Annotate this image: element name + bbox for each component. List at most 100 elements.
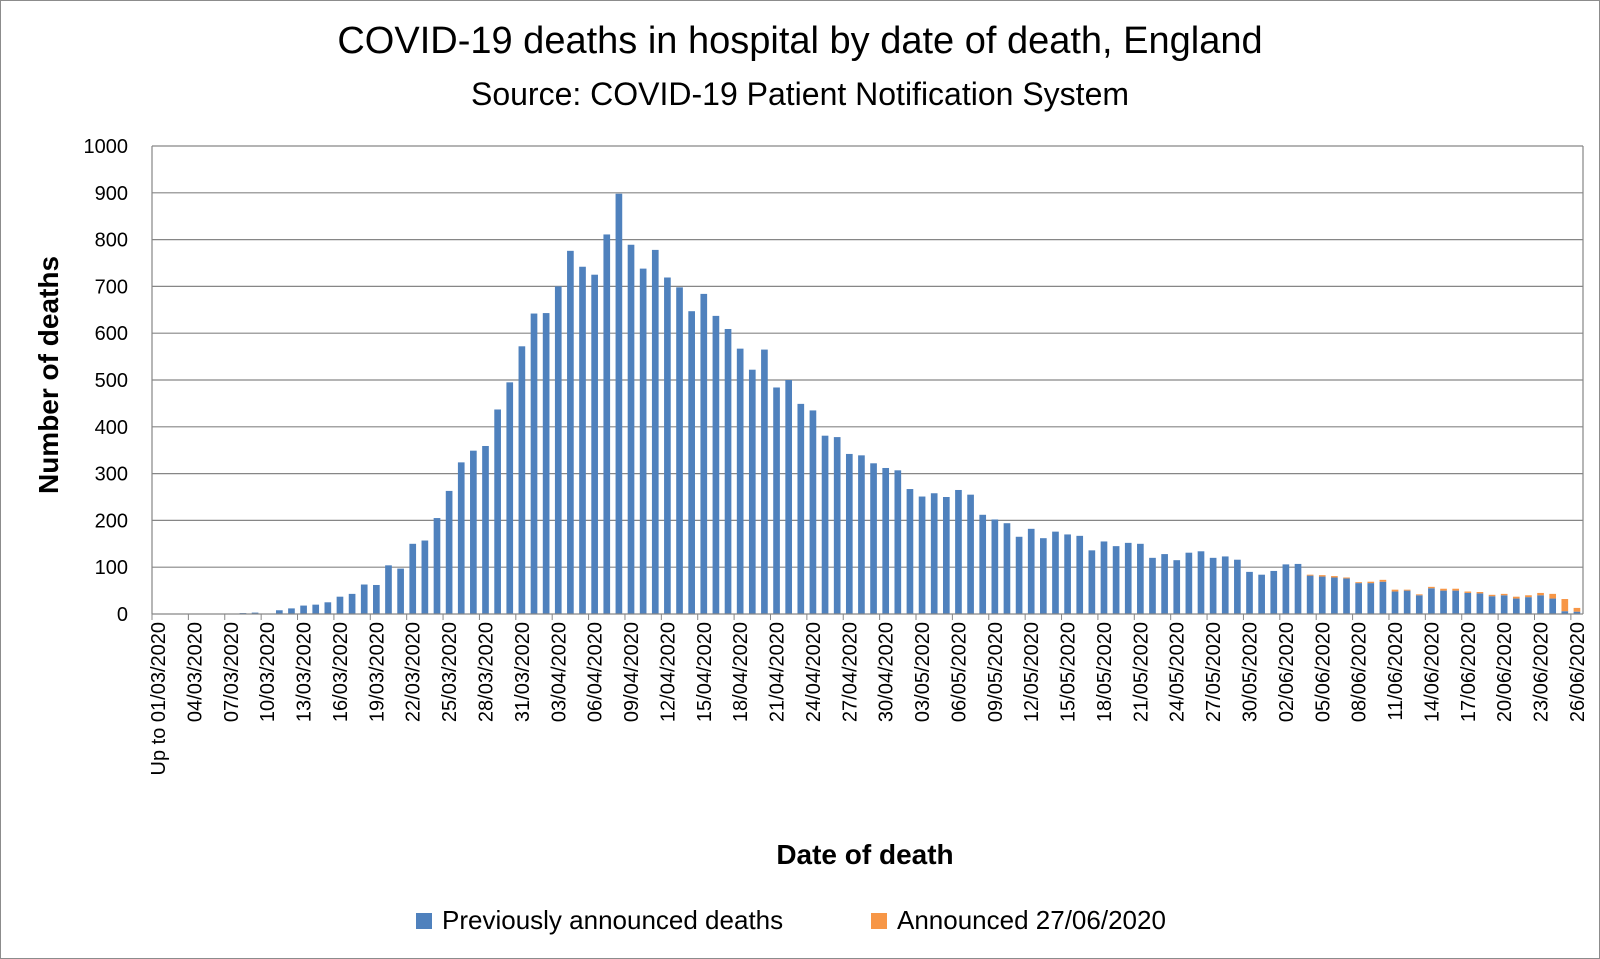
bar-previously-announced (457, 462, 465, 614)
bar-previously-announced (1100, 541, 1108, 614)
bar-announced-27-06 (1306, 574, 1314, 576)
legend-swatch-orange (871, 912, 887, 929)
bar-previously-announced (1561, 611, 1569, 614)
bar-previously-announced (1343, 578, 1350, 614)
x-tick-label: 13/03/2020 (294, 622, 316, 722)
bar-announced-27-06 (1512, 596, 1520, 599)
bar-previously-announced (676, 287, 683, 614)
x-tick-label: 03/04/2020 (548, 622, 570, 722)
y-tick-labels: 0 100 200 300 400 500 600 700 800 900 1000 (84, 136, 129, 626)
bar-previously-announced (1355, 583, 1362, 614)
chart-subtitle: Source: COVID-19 Patient Notification Sy… (470, 76, 1130, 112)
x-tick-label: 19/03/2020 (366, 622, 388, 722)
bar-announced-27-06 (1379, 579, 1387, 582)
bar-previously-announced (1270, 570, 1278, 614)
legend-label: Announced 27/06/2020 (897, 905, 1166, 935)
bar-announced-27-06 (1537, 592, 1544, 596)
y-tick-label: 1000 (84, 136, 129, 158)
bar-previously-announced (1015, 536, 1023, 614)
x-tick-label: 02/06/2020 (1276, 622, 1298, 722)
bar-previously-announced (397, 568, 404, 614)
x-tick-label: 31/03/2020 (512, 622, 534, 722)
x-tick-label: 28/03/2020 (475, 622, 497, 722)
y-tick-label: 600 (95, 323, 128, 345)
x-tick-label: 11/06/2020 (1385, 622, 1407, 721)
x-tick-label: 25/03/2020 (439, 622, 461, 722)
bar-previously-announced (251, 612, 259, 614)
bar-previously-announced (833, 437, 841, 614)
x-tick-label: 09/05/2020 (985, 622, 1007, 722)
x-tick-label: 04/03/2020 (184, 622, 206, 722)
bar-announced-27-06 (1549, 593, 1557, 599)
bar-previously-announced (1573, 611, 1581, 614)
x-tick-label: 18/05/2020 (1094, 622, 1116, 722)
bar-previously-announced (300, 605, 307, 614)
y-tick-label: 100 (95, 557, 128, 579)
chart-title: COVID-19 deaths in hospital by date of d… (337, 20, 1263, 62)
bar-previously-announced (724, 328, 732, 614)
bar-previously-announced (542, 313, 550, 614)
bar-previously-announced (1294, 563, 1302, 614)
bar-previously-announced (530, 313, 538, 614)
legend-item-previously-announced: Previously announced deaths (416, 905, 783, 936)
bar-previously-announced (1258, 574, 1265, 614)
bar-previously-announced (494, 409, 501, 614)
bar-previously-announced (773, 387, 780, 614)
bar-announced-27-06 (1343, 577, 1350, 579)
bar-previously-announced (748, 369, 756, 614)
x-tick-label: 27/04/2020 (839, 622, 861, 722)
bar-previously-announced (373, 584, 380, 614)
bar-previously-announced (603, 234, 611, 614)
bar-previously-announced (1331, 577, 1338, 614)
bar-previously-announced (1525, 597, 1532, 614)
bar-previously-announced (506, 382, 514, 614)
bar-previously-announced (1137, 543, 1144, 614)
bar-previously-announced (1027, 528, 1035, 614)
bar-previously-announced (1209, 557, 1217, 614)
bar-announced-27-06 (1440, 588, 1447, 591)
bar-previously-announced (1282, 564, 1290, 614)
bar-previously-announced (858, 455, 865, 614)
bar-previously-announced (651, 249, 659, 614)
bar-announced-27-06 (1428, 586, 1435, 589)
bar-previously-announced (324, 602, 332, 614)
bar-previously-announced (1440, 590, 1447, 614)
x-tick-label: 07/03/2020 (221, 622, 243, 722)
bar-previously-announced (312, 604, 320, 614)
bar-previously-announced (433, 518, 441, 614)
bar-previously-announced (615, 193, 623, 614)
bar-previously-announced (639, 268, 647, 614)
bar-previously-announced (821, 435, 829, 614)
legend-swatch-blue (416, 912, 432, 929)
bar-previously-announced (1246, 571, 1253, 614)
bar-announced-27-06 (1331, 576, 1338, 578)
bar-previously-announced (579, 266, 586, 614)
bar-previously-announced (1549, 598, 1557, 614)
x-tick-label: 05/06/2020 (1312, 622, 1334, 722)
x-tick-label: 30/04/2020 (876, 622, 898, 722)
bar-previously-announced (845, 453, 853, 614)
axes (151, 146, 1584, 615)
bar-previously-announced (1173, 560, 1181, 614)
bar-previously-announced (1367, 583, 1375, 614)
bar-previously-announced (1391, 591, 1399, 614)
bar-previously-announced (409, 543, 417, 614)
x-tick-label: 21/05/2020 (1130, 622, 1152, 722)
x-tick-label: 10/03/2020 (257, 622, 279, 722)
bar-previously-announced (736, 348, 744, 614)
bar-previously-announced (288, 608, 295, 614)
x-tick-label: 24/05/2020 (1167, 622, 1189, 722)
bar-previously-announced (567, 250, 574, 614)
bar-previously-announced (385, 565, 392, 614)
bar-previously-announced (664, 277, 671, 614)
bar-previously-announced (712, 315, 720, 614)
bar-previously-announced (445, 490, 453, 614)
bar-announced-27-06 (1367, 581, 1375, 584)
bar-announced-27-06 (1561, 599, 1569, 612)
bar-previously-announced (360, 584, 368, 614)
bar-previously-announced (1512, 598, 1520, 614)
bar-previously-announced (967, 494, 974, 614)
bar-announced-27-06 (1525, 595, 1532, 598)
x-tick-label: 21/04/2020 (767, 622, 789, 722)
